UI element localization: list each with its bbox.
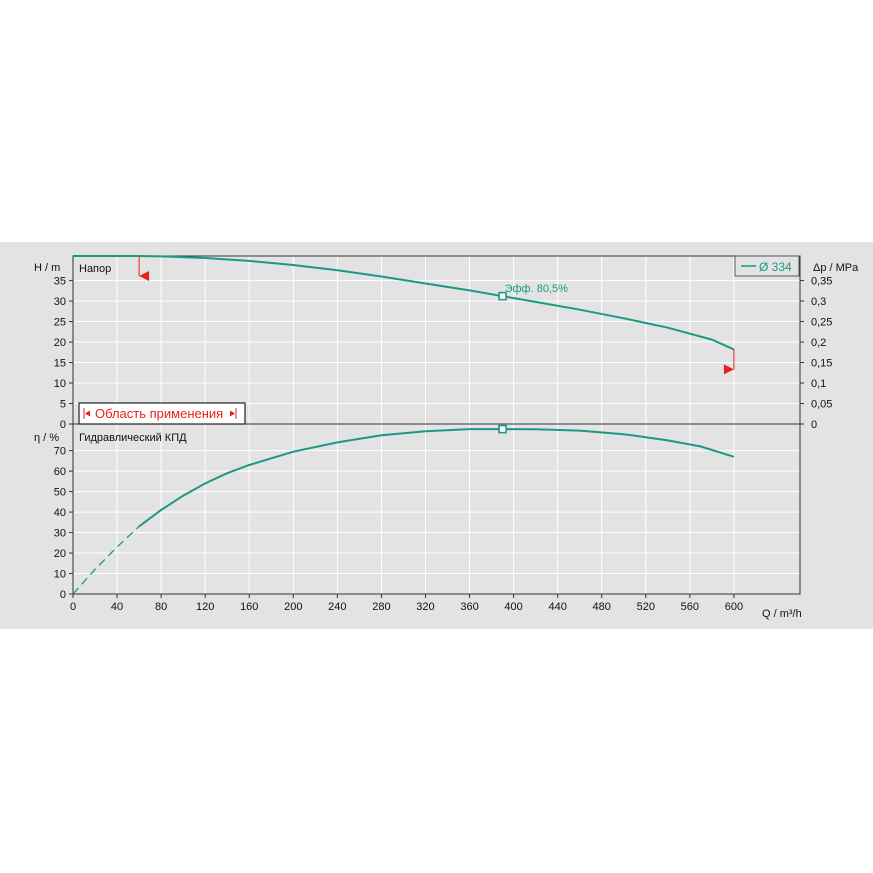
eff-ytick-label-60: 60: [54, 466, 66, 478]
legend: Ø 334: [734, 255, 800, 277]
eff-ytick-label-10: 10: [54, 569, 66, 581]
range-end-flag: [723, 364, 734, 375]
head-ytick-label-15: 15: [54, 358, 66, 370]
dp-ytick-label-25: 0,25: [811, 317, 832, 329]
head-ytick-label-10: 10: [54, 378, 66, 390]
xtick-label-280: 280: [372, 601, 390, 613]
xtick-label-200: 200: [284, 601, 302, 613]
head-axis-label-left: H / m: [34, 262, 60, 274]
xtick-label-80: 80: [155, 601, 167, 613]
dp-ytick-label-5: 0,05: [811, 399, 832, 411]
xtick-label-440: 440: [548, 601, 566, 613]
head-axis-label-right: Δp / MPa: [813, 262, 859, 274]
xtick-label-160: 160: [240, 601, 258, 613]
eff-ytick-label-40: 40: [54, 507, 66, 519]
head-curve-line: [73, 255, 735, 351]
legend-entry-label: Ø 334: [759, 260, 792, 274]
head-ytick-label-35: 35: [54, 276, 66, 288]
application-range-box: Область применения: [78, 402, 246, 425]
xtick-label-560: 560: [681, 601, 699, 613]
head-ytick-label-0: 0: [60, 419, 66, 431]
dp-ytick-label-10: 0,1: [811, 378, 826, 390]
xtick-label-360: 360: [460, 601, 478, 613]
bep-efficiency-label: Эфф. 80,5%: [505, 283, 569, 295]
xtick-label-40: 40: [111, 601, 123, 613]
head-ytick-label-30: 30: [54, 296, 66, 308]
dp-ytick-label-0: 0: [811, 419, 817, 431]
dp-ytick-label-35: 0,35: [811, 276, 832, 288]
range-right-arrow: [230, 410, 235, 417]
eff-ytick-label-50: 50: [54, 487, 66, 499]
head-ytick-label-25: 25: [54, 317, 66, 329]
bep-marker-head: [498, 291, 507, 301]
efficiency-curve-line: [138, 428, 735, 528]
head-panel-title: Напор: [79, 263, 111, 275]
eff-axis-label-left: η / %: [34, 432, 59, 444]
xtick-label-520: 520: [637, 601, 655, 613]
xtick-label-600: 600: [725, 601, 743, 613]
eff-ytick-label-30: 30: [54, 528, 66, 540]
efficiency-curve-dashed: [72, 525, 140, 595]
eff-ytick-label-0: 0: [60, 589, 66, 601]
eff-panel-title: Гидравлический КПД: [79, 432, 187, 444]
bep-marker-efficiency: [498, 424, 507, 434]
head-plot-frame: [72, 255, 801, 425]
eff-plot-frame: [72, 423, 801, 595]
eff-ytick-label-70: 70: [54, 446, 66, 458]
xtick-label-120: 120: [196, 601, 214, 613]
chart-panel: 0 5 10 15 20 25 30 35 0 0,05 0,1 0,15 0,2 0,25 0,3 0,35…: [0, 242, 873, 629]
application-range-label: Область применения: [95, 406, 223, 421]
xtick-label-320: 320: [416, 601, 434, 613]
x-axis-label: Q / m³/h: [762, 608, 802, 620]
pump-curve-chart: 0 5 10 15 20 25 30 35 0 0,05 0,1 0,15 0,2 0,25 0,3 0,35…: [34, 255, 859, 620]
range-start-flag: [139, 271, 150, 281]
head-ytick-label-20: 20: [54, 337, 66, 349]
dp-ytick-label-15: 0,15: [811, 358, 832, 370]
xtick-label-0: 0: [70, 601, 76, 613]
eff-ytick-label-20: 20: [54, 548, 66, 560]
xtick-label-480: 480: [593, 601, 611, 613]
xtick-label-240: 240: [328, 601, 346, 613]
head-ytick-label-5: 5: [60, 399, 66, 411]
dp-ytick-label-20: 0,2: [811, 337, 826, 349]
xtick-label-400: 400: [504, 601, 522, 613]
dp-ytick-label-30: 0,3: [811, 296, 826, 308]
range-left-arrow: [85, 410, 90, 417]
